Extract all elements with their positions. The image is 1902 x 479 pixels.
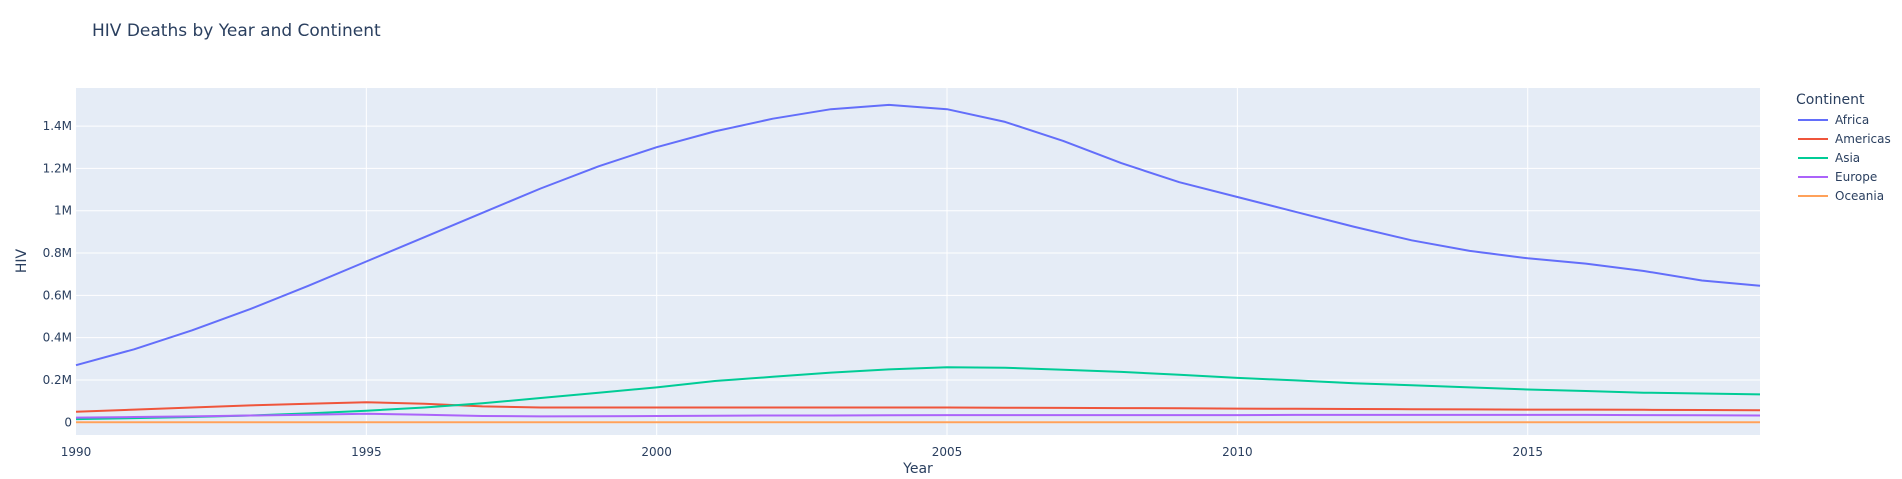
series-line-europe [75, 412, 1761, 419]
plot-background [76, 88, 1760, 435]
x-tick-label: 2015 [1512, 445, 1543, 459]
y-axis-ticks: 0 0.2M 0.4M 0.6M 0.8M 1M 1.2M 1.4M [43, 119, 72, 429]
y-axis-title: HIV [14, 248, 30, 273]
y-tick-label: 0.6M [43, 288, 72, 302]
y-tick-label: 0.2M [43, 373, 72, 387]
legend-label: Europe [1835, 170, 1877, 184]
legend-label: Asia [1835, 151, 1860, 165]
y-tick-label: 0.8M [43, 246, 72, 260]
legend-item-oceania[interactable]: Oceania [1798, 189, 1884, 203]
y-tick-label: 1M [54, 204, 72, 218]
legend[interactable]: Continent Africa Americas Asia Europe Oceani… [1796, 92, 1891, 203]
x-tick-label: 1995 [351, 445, 382, 459]
legend-item-africa[interactable]: Africa [1798, 113, 1869, 127]
x-tick-label: 2010 [1222, 445, 1253, 459]
legend-label: Americas [1835, 132, 1891, 146]
legend-title: Continent [1796, 92, 1865, 108]
legend-item-europe[interactable]: Europe [1798, 170, 1877, 184]
series-line-americas [75, 401, 1761, 413]
x-tick-label: 2005 [932, 445, 963, 459]
legend-item-asia[interactable]: Asia [1798, 151, 1860, 165]
series-line-africa [75, 103, 1761, 367]
series-line-asia [75, 366, 1761, 421]
legend-item-americas[interactable]: Americas [1798, 132, 1891, 146]
x-tick-label: 1990 [61, 445, 92, 459]
y-tick-label: 0 [64, 415, 72, 429]
chart-title: HIV Deaths by Year and Continent [92, 21, 381, 41]
y-tick-label: 0.4M [43, 331, 72, 345]
series-lines [75, 103, 1761, 424]
x-axis-title: Year [902, 461, 933, 475]
y-tick-label: 1.2M [43, 161, 72, 175]
legend-label: Oceania [1835, 189, 1884, 203]
x-axis-ticks: 1990 1995 2000 2005 2010 2015 [61, 445, 1543, 459]
y-tick-label: 1.4M [43, 119, 72, 133]
legend-label: Africa [1835, 113, 1869, 127]
x-tick-label: 2000 [641, 445, 672, 459]
